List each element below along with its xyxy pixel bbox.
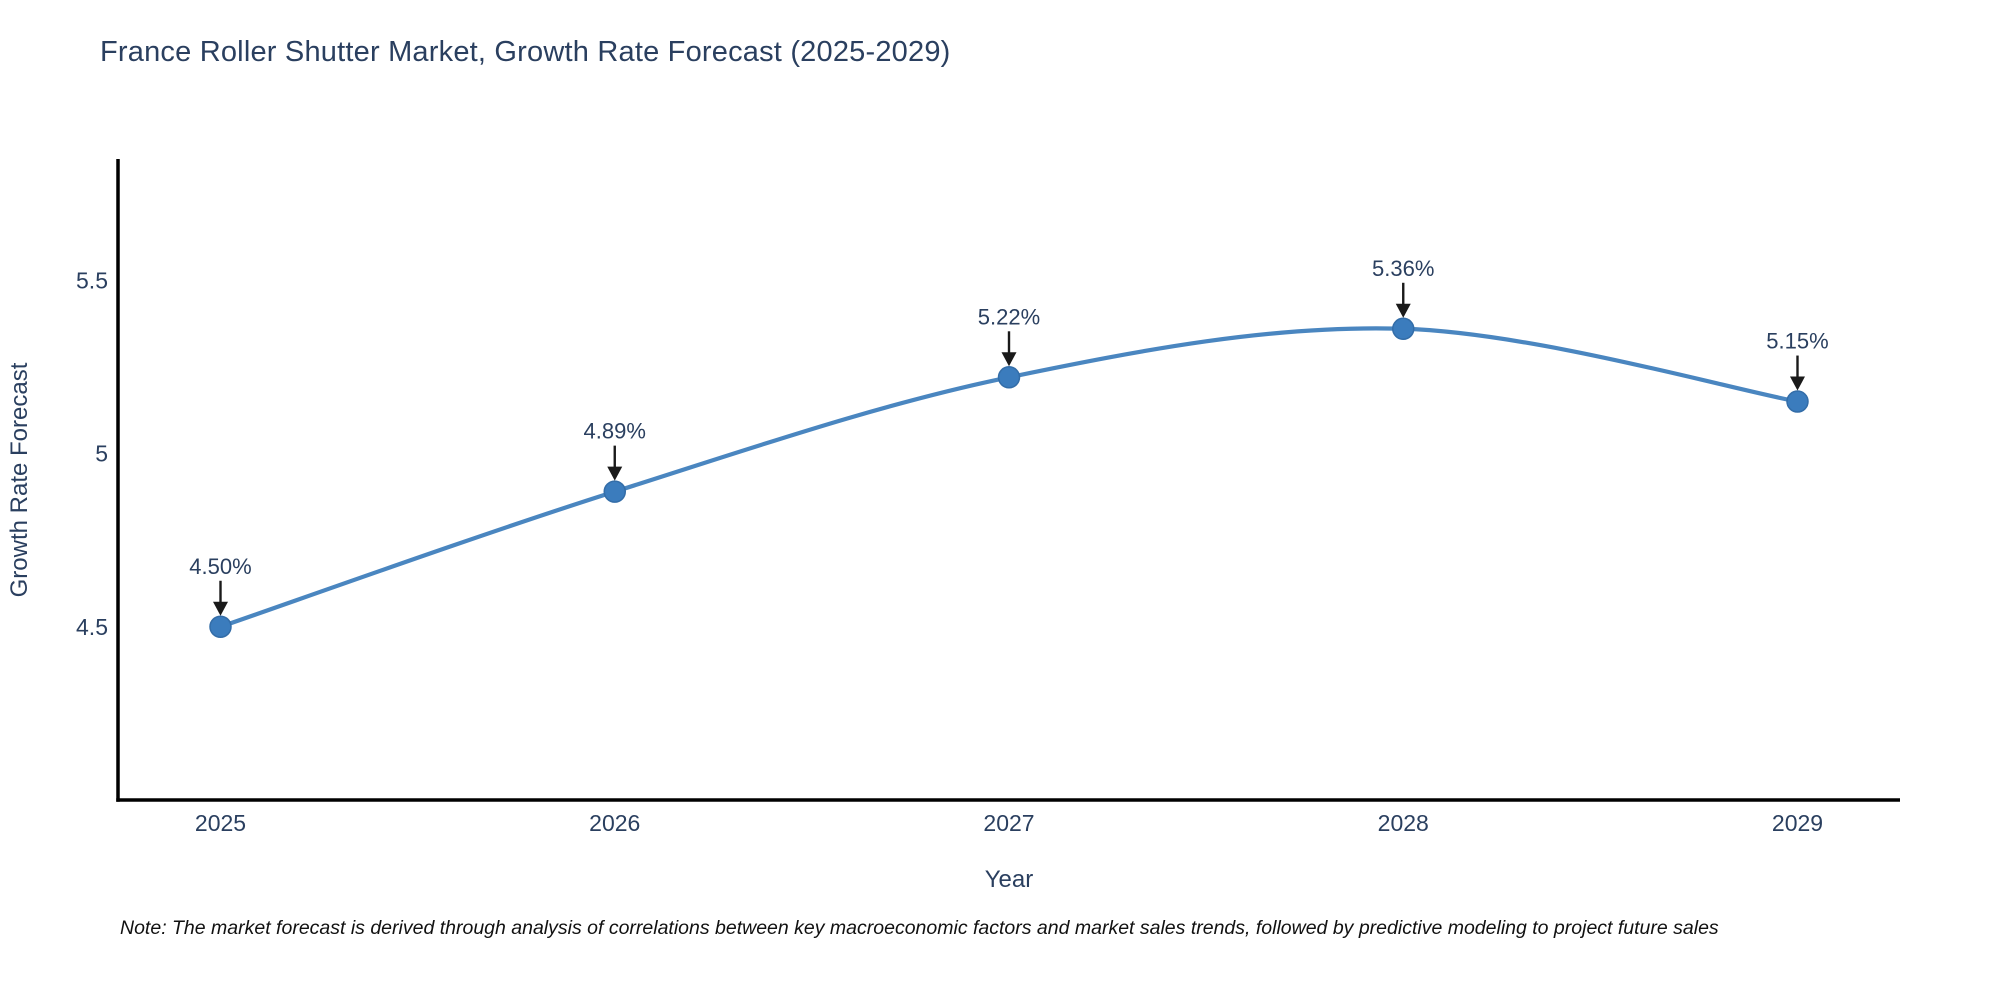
data-point-marker[interactable] <box>997 366 1021 389</box>
y-tick-labels: 4.5 5 5.5 <box>76 267 108 639</box>
data-point-marker[interactable] <box>209 615 232 639</box>
y-tick-label: 5 <box>95 441 108 467</box>
x-tick-label: 2026 <box>589 810 640 836</box>
series-group <box>209 317 1809 639</box>
x-tick-labels: 2025 2026 2027 2028 2029 <box>195 810 1823 836</box>
annotation-arrowhead-icon <box>607 466 623 481</box>
y-tick-label: 4.5 <box>76 614 108 640</box>
y-tick-label: 5.5 <box>76 267 108 293</box>
data-point-marker[interactable] <box>1786 390 1809 413</box>
point-annotation-label: 4.50% <box>189 554 251 579</box>
annotation-group: 4.50% 4.89% 5.22% 5.36% 5.15% <box>189 256 1829 616</box>
point-annotation-label: 5.22% <box>978 304 1040 329</box>
x-tick-label: 2027 <box>983 810 1034 836</box>
y-axis-title: Growth Rate Forecast <box>6 362 33 597</box>
x-tick-label: 2028 <box>1378 810 1429 836</box>
x-tick-label: 2029 <box>1772 810 1823 836</box>
data-point-marker[interactable] <box>1391 317 1415 341</box>
x-tick-label: 2025 <box>195 810 246 836</box>
footnote: Note: The market forecast is derived thr… <box>120 917 1719 939</box>
chart-title: France Roller Shutter Market, Growth Rat… <box>100 36 951 68</box>
annotation-arrowhead-icon <box>1395 303 1411 318</box>
annotation-arrowhead-icon <box>213 601 229 616</box>
point-annotation-label: 5.36% <box>1372 256 1434 281</box>
data-point-marker[interactable] <box>603 480 627 503</box>
point-annotation-label: 4.89% <box>584 419 646 444</box>
annotation-arrowhead-icon <box>1789 376 1805 391</box>
point-annotation-label: 5.15% <box>1766 329 1828 354</box>
x-axis-title: Year <box>985 866 1034 893</box>
annotation-arrowhead-icon <box>1001 352 1017 367</box>
